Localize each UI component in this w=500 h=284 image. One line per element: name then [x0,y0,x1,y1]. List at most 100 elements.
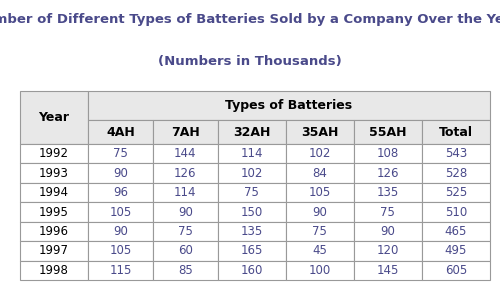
Text: 105: 105 [110,245,132,257]
Text: 90: 90 [113,225,128,238]
Text: 114: 114 [174,186,197,199]
Text: 96: 96 [113,186,128,199]
Text: 105: 105 [110,206,132,218]
Text: 75: 75 [178,225,192,238]
Text: 4AH: 4AH [106,126,135,139]
Bar [88,120,153,144]
Text: 465: 465 [445,225,467,238]
Bar [88,183,153,202]
Text: 108: 108 [377,147,399,160]
Text: 114: 114 [240,147,263,160]
Bar [354,164,422,183]
Text: (Numbers in Thousands): (Numbers in Thousands) [158,55,342,68]
Bar [20,144,88,164]
Bar [422,144,490,164]
Text: 135: 135 [240,225,263,238]
Text: 126: 126 [174,167,197,180]
Text: 165: 165 [240,245,263,257]
Text: 1992: 1992 [39,147,69,160]
Bar [153,183,218,202]
Bar [286,261,354,280]
Bar [422,120,490,144]
Bar [354,120,422,144]
Bar [218,183,286,202]
Text: Types of Batteries: Types of Batteries [226,99,352,112]
Text: 32AH: 32AH [233,126,270,139]
Bar [153,144,218,164]
Bar [354,144,422,164]
Bar [20,222,88,241]
Bar [153,241,218,261]
Bar [354,261,422,280]
Bar [88,144,153,164]
Bar [218,202,286,222]
Text: 1996: 1996 [39,225,69,238]
Text: Year: Year [38,111,70,124]
Bar [88,261,153,280]
Text: 55AH: 55AH [369,126,406,139]
Text: 90: 90 [113,167,128,180]
Text: Number of Different Types of Batteries Sold by a Company Over the Years: Number of Different Types of Batteries S… [0,13,500,26]
Bar [153,261,218,280]
Text: 90: 90 [312,206,328,218]
Text: 1995: 1995 [39,206,69,218]
Text: 605: 605 [445,264,467,277]
Bar [354,241,422,261]
Bar [153,120,218,144]
Bar [218,222,286,241]
Text: 84: 84 [312,167,328,180]
Text: Total: Total [439,126,473,139]
Bar [153,164,218,183]
Text: 120: 120 [376,245,399,257]
Bar [20,183,88,202]
Text: 75: 75 [244,186,259,199]
Text: 105: 105 [308,186,331,199]
Bar [20,202,88,222]
Bar [88,241,153,261]
Bar [286,202,354,222]
Bar [354,183,422,202]
Text: 1994: 1994 [39,186,69,199]
Text: 543: 543 [445,147,467,160]
Text: 495: 495 [445,245,467,257]
Text: 510: 510 [445,206,467,218]
Text: 135: 135 [377,186,399,199]
Text: 115: 115 [110,264,132,277]
Bar [88,202,153,222]
Text: 45: 45 [312,245,328,257]
Text: 60: 60 [178,245,192,257]
Text: 160: 160 [240,264,263,277]
Bar [422,241,490,261]
Bar [422,183,490,202]
Bar [286,120,354,144]
Bar [422,202,490,222]
Text: 75: 75 [312,225,328,238]
Bar [422,164,490,183]
Text: 150: 150 [240,206,263,218]
Text: 145: 145 [376,264,399,277]
Bar [218,164,286,183]
Bar [286,183,354,202]
Bar [20,91,88,144]
Text: 1998: 1998 [39,264,69,277]
Bar [218,120,286,144]
Bar [286,164,354,183]
Bar [218,144,286,164]
Text: 75: 75 [113,147,128,160]
Text: 525: 525 [445,186,467,199]
Bar [354,202,422,222]
Text: 528: 528 [445,167,467,180]
Bar [88,164,153,183]
Text: 90: 90 [380,225,396,238]
Bar [153,202,218,222]
Text: 100: 100 [308,264,331,277]
Bar [20,164,88,183]
Bar [286,222,354,241]
Text: 144: 144 [174,147,197,160]
Bar [218,261,286,280]
Text: 1997: 1997 [39,245,69,257]
Bar [20,241,88,261]
Bar [153,222,218,241]
Bar [422,222,490,241]
Text: 1993: 1993 [39,167,69,180]
